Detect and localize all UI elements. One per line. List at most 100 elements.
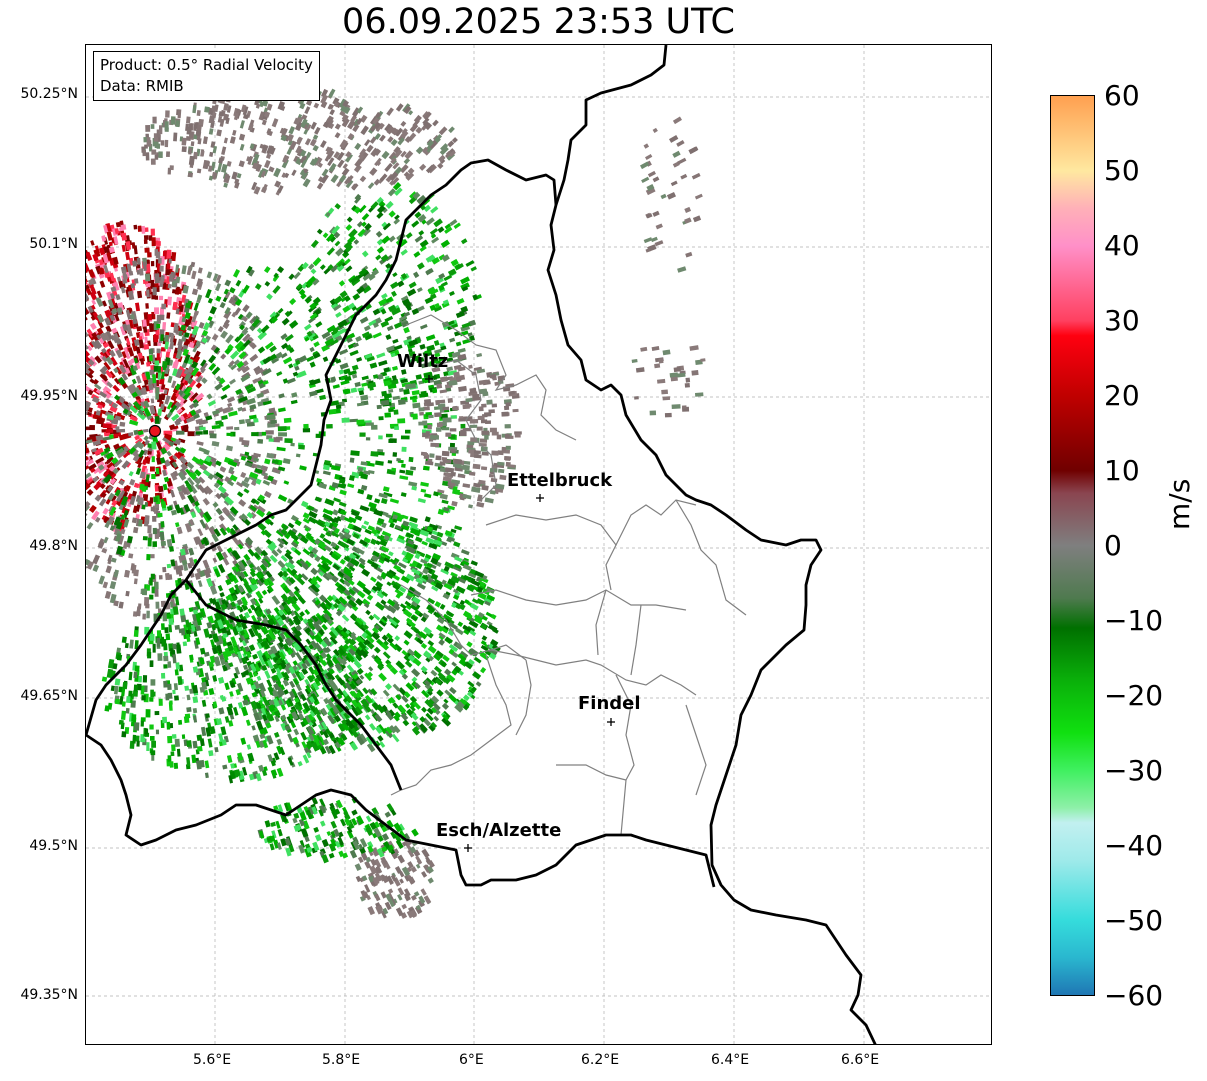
velocity-echo — [401, 463, 406, 468]
velocity-echo — [207, 738, 213, 748]
velocity-echo — [229, 136, 236, 144]
velocity-echo — [324, 498, 335, 507]
velocity-echo — [420, 390, 428, 397]
velocity-echo — [283, 480, 290, 485]
velocity-echo — [175, 662, 180, 670]
velocity-echo — [316, 228, 323, 235]
velocity-echo — [238, 419, 245, 425]
velocity-echo — [402, 719, 410, 727]
velocity-echo — [102, 423, 112, 429]
velocity-echo — [133, 722, 140, 731]
velocity-echo — [170, 322, 175, 328]
velocity-echo — [211, 333, 219, 341]
velocity-echo — [141, 695, 146, 701]
velocity-echo — [288, 126, 296, 135]
velocity-echo — [86, 521, 94, 530]
velocity-echo — [304, 106, 311, 115]
velocity-echo — [122, 358, 130, 369]
velocity-echo — [197, 580, 203, 588]
velocity-echo — [281, 317, 290, 326]
velocity-echo — [209, 306, 217, 315]
velocity-echo — [397, 418, 406, 424]
velocity-echo — [356, 357, 363, 363]
velocity-echo — [466, 641, 473, 648]
velocity-echo — [169, 165, 174, 171]
velocity-echo — [167, 735, 173, 744]
velocity-echo — [116, 276, 122, 282]
velocity-echo — [219, 592, 225, 598]
velocity-echo — [266, 679, 273, 688]
velocity-echo — [199, 362, 208, 372]
velocity-echo — [188, 341, 195, 349]
velocity-echo — [86, 447, 90, 455]
velocity-echo — [114, 678, 121, 686]
velocity-echo — [163, 335, 169, 342]
velocity-echo — [86, 354, 91, 363]
velocity-echo — [109, 477, 117, 485]
velocity-echo — [102, 507, 109, 515]
velocity-echo — [384, 412, 392, 418]
velocity-echo — [277, 307, 284, 314]
velocity-echo — [119, 325, 127, 336]
radar-map[interactable] — [85, 44, 992, 1045]
velocity-echo — [152, 527, 157, 535]
velocity-echo — [457, 621, 464, 627]
velocity-echo — [172, 654, 177, 664]
velocity-echo — [392, 272, 398, 278]
velocity-echo — [206, 271, 213, 279]
velocity-echo — [349, 349, 359, 357]
velocity-echo — [104, 705, 110, 712]
velocity-echo — [391, 467, 397, 472]
velocity-echo — [355, 335, 362, 343]
velocity-echo — [89, 284, 96, 292]
velocity-echo — [361, 568, 371, 577]
velocity-echo — [172, 301, 178, 311]
velocity-echo — [125, 337, 131, 346]
map-title: 06.09.2025 23:53 UTC — [342, 2, 735, 42]
velocity-echo — [89, 322, 97, 330]
velocity-echo — [163, 655, 169, 662]
velocity-echo — [455, 341, 462, 347]
velocity-echo — [341, 614, 350, 622]
velocity-echo — [332, 509, 339, 516]
velocity-echo — [153, 496, 158, 503]
velocity-echo — [122, 365, 131, 375]
velocity-echo — [146, 289, 150, 298]
velocity-echo — [208, 750, 214, 757]
velocity-echo — [176, 408, 183, 414]
velocity-echo — [202, 497, 210, 506]
velocity-echo — [149, 323, 153, 332]
velocity-echo — [212, 501, 219, 508]
velocity-echo — [110, 286, 117, 292]
velocity-echo — [113, 236, 119, 245]
velocity-echo — [384, 162, 393, 172]
velocity-echo — [387, 460, 393, 464]
velocity-echo — [375, 460, 384, 466]
velocity-echo — [404, 150, 414, 160]
velocity-echo — [178, 490, 186, 501]
velocity-echo — [141, 225, 146, 234]
velocity-echo — [101, 235, 107, 242]
velocity-echo — [128, 671, 133, 681]
velocity-echo — [314, 126, 321, 135]
velocity-echo — [277, 407, 286, 413]
velocity-echo — [181, 146, 187, 153]
velocity-echo — [169, 700, 173, 705]
velocity-echo — [226, 426, 234, 430]
velocity-echo — [120, 710, 127, 720]
velocity-echo — [217, 676, 225, 684]
velocity-echo — [135, 375, 142, 384]
velocity-echo — [166, 563, 172, 569]
velocity-echo — [152, 374, 157, 384]
velocity-echo — [107, 340, 115, 350]
velocity-echo — [408, 481, 418, 487]
velocity-echo — [111, 495, 117, 503]
velocity-echo — [102, 581, 109, 589]
velocity-echo — [358, 390, 365, 396]
velocity-echo — [177, 355, 183, 363]
velocity-echo — [142, 536, 148, 541]
velocity-echo — [286, 377, 296, 384]
velocity-echo — [365, 609, 371, 616]
velocity-echo — [134, 361, 141, 370]
velocity-echo — [419, 343, 426, 350]
